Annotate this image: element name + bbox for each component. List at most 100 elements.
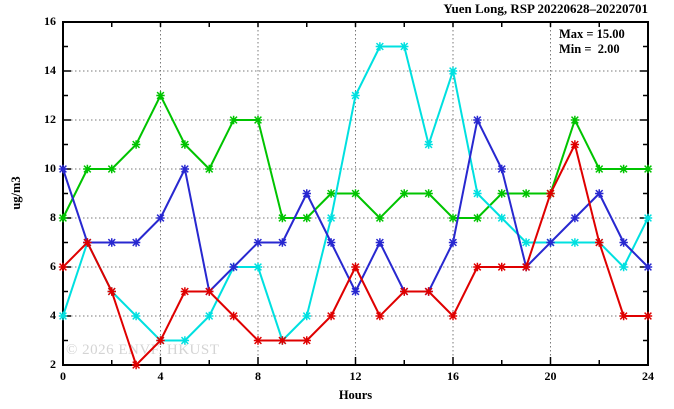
series-cyan-marker — [253, 262, 263, 272]
series-cyan-marker — [58, 311, 68, 321]
series-blue-marker — [180, 164, 190, 174]
series-red-marker — [473, 262, 482, 272]
series-blue-marker — [448, 238, 458, 247]
series-cyan-marker — [521, 238, 531, 247]
series-green-marker — [351, 189, 360, 198]
series-green-marker — [424, 189, 433, 198]
series-blue-marker — [473, 115, 482, 125]
series-green-marker — [497, 189, 506, 198]
series-red-marker — [400, 287, 409, 296]
series-cyan-marker — [375, 42, 385, 51]
series-blue-marker — [326, 238, 336, 247]
series-cyan-marker — [351, 91, 360, 100]
series-red-marker — [570, 140, 580, 149]
series-blue-marker — [546, 238, 555, 247]
x-tick-label-20: 20 — [544, 369, 557, 383]
series-red-marker — [326, 311, 336, 321]
series-cyan-marker — [570, 238, 580, 247]
series-red-marker — [83, 238, 92, 247]
series-blue-marker — [253, 238, 263, 247]
series-green-marker — [156, 91, 165, 100]
series-green-marker — [83, 164, 92, 174]
x-tick-label-0: 0 — [60, 369, 66, 383]
series-green-marker — [131, 140, 141, 149]
series-cyan-marker — [424, 140, 433, 149]
x-tick-label-4: 4 — [157, 369, 164, 383]
series-cyan-marker — [205, 311, 214, 321]
series-blue-marker — [302, 189, 311, 198]
series-cyan-marker — [302, 311, 311, 321]
series-green-marker — [643, 164, 653, 174]
series-red-marker — [351, 262, 360, 272]
series-red-marker — [619, 311, 628, 321]
series-green-marker — [400, 189, 409, 198]
y-tick-label-10: 10 — [44, 161, 56, 175]
y-tick-label-8: 8 — [50, 210, 56, 224]
series-cyan-marker — [131, 311, 141, 321]
series-cyan-marker — [400, 42, 409, 51]
series-blue-marker — [619, 238, 628, 247]
series-cyan-marker — [473, 189, 482, 198]
series-blue-marker — [351, 287, 360, 296]
series-cyan-marker — [448, 66, 458, 76]
y-tick-label-6: 6 — [50, 259, 56, 273]
series-red-marker — [253, 336, 263, 345]
y-tick-label-16: 16 — [44, 14, 56, 28]
series-blue-marker — [131, 238, 141, 247]
series-red-marker — [131, 360, 141, 370]
series-red-marker — [229, 311, 238, 321]
series-red-marker — [58, 262, 68, 272]
series-green-marker — [205, 164, 214, 174]
series-red-marker — [643, 311, 653, 321]
series-blue-marker — [278, 238, 287, 247]
series-green-marker — [180, 140, 190, 149]
series-cyan-marker — [643, 213, 653, 223]
series-cyan-marker — [180, 336, 190, 345]
series-green-marker — [326, 189, 336, 198]
series-green-marker — [595, 164, 604, 174]
series-green-marker — [448, 213, 458, 223]
series-blue-marker — [375, 238, 385, 247]
y-tick-label-12: 12 — [44, 112, 56, 126]
x-tick-label-16: 16 — [447, 369, 459, 383]
series-green-marker — [570, 115, 580, 125]
min-annotation: Min = 2.00 — [559, 42, 620, 56]
series-green-marker — [107, 164, 116, 174]
series-green-marker — [302, 213, 311, 223]
series-red-marker — [302, 336, 311, 345]
series-red-marker — [156, 336, 165, 345]
series-green-marker — [253, 115, 263, 125]
y-tick-label-2: 2 — [50, 357, 56, 371]
series-green-marker — [619, 164, 628, 174]
series-blue-marker — [643, 262, 653, 272]
series-red-marker — [180, 287, 190, 296]
y-tick-label-14: 14 — [44, 63, 56, 77]
x-axis-label: Hours — [338, 388, 373, 402]
series-green-marker — [521, 189, 531, 198]
series-red-marker — [546, 189, 555, 198]
x-tick-label-24: 24 — [642, 369, 654, 383]
series-blue-marker — [229, 262, 238, 272]
series-blue-marker — [107, 238, 116, 247]
series-green-line — [62, 94, 648, 219]
x-tick-label-8: 8 — [255, 369, 261, 383]
series-red-marker — [107, 287, 116, 296]
series-red-marker — [448, 311, 458, 321]
series-green-marker — [473, 213, 482, 223]
series-red-marker — [205, 287, 214, 296]
series-blue-marker — [156, 213, 165, 223]
y-tick-label-4: 4 — [50, 308, 56, 322]
series-green-marker — [375, 213, 385, 223]
max-annotation: Max = 15.00 — [559, 27, 625, 41]
chart-title: Yuen Long, RSP 20220628–20220701 — [443, 1, 648, 16]
series-green-marker — [229, 115, 238, 125]
series-blue-marker — [58, 164, 68, 174]
series-cyan-marker — [326, 213, 336, 223]
series-blue-marker — [497, 164, 506, 174]
series-red-marker — [424, 287, 433, 296]
series-cyan-marker — [619, 262, 628, 272]
series-red-marker — [595, 238, 604, 247]
series-green-marker — [58, 213, 68, 223]
